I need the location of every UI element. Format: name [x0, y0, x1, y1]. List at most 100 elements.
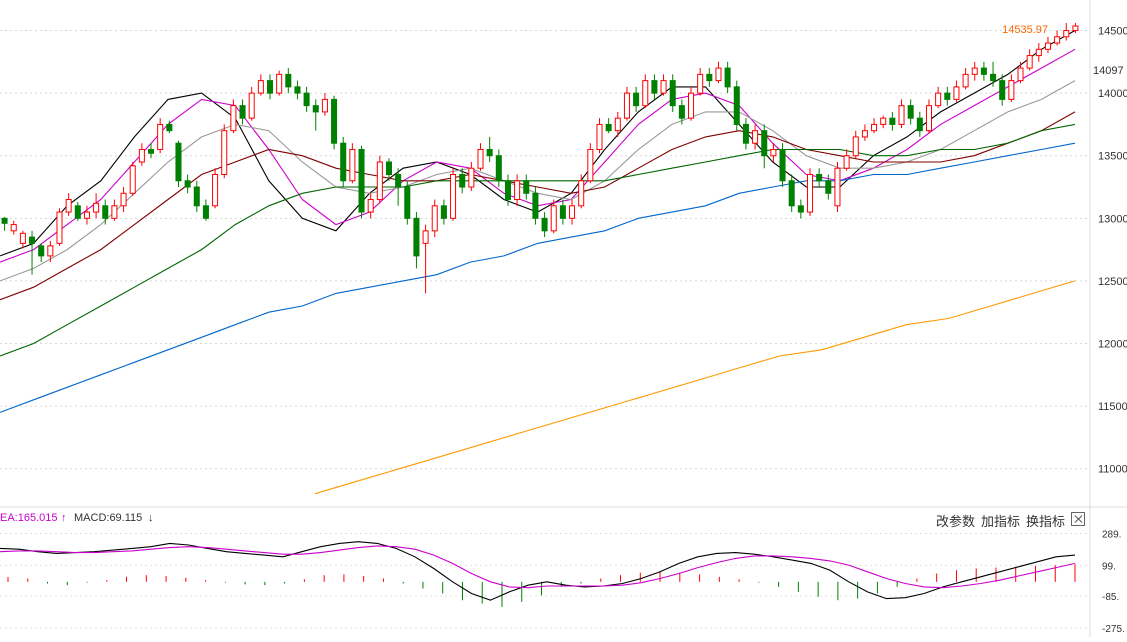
candle-body: [962, 73, 969, 88]
dea-line: [0, 545, 1076, 589]
candle-body: [212, 174, 219, 207]
candle-body: [605, 123, 612, 132]
candle-body: [1063, 30, 1070, 38]
candle-body: [944, 92, 951, 100]
price-axis-labels: 14500 14000 13500 13000 12500 12000 11500 11000: [1098, 26, 1127, 476]
candle-body: [532, 192, 539, 219]
candle-body: [83, 211, 90, 219]
candle-body: [10, 224, 17, 232]
candle-body: [29, 236, 36, 244]
candle-body: [285, 73, 292, 88]
macd-value-label: MACD:69.115: [74, 512, 143, 524]
candle-body: [990, 73, 997, 82]
candle-body: [623, 92, 630, 119]
candle-body: [239, 105, 246, 119]
candle-body: [779, 148, 786, 182]
add-indicator-button[interactable]: 加指标: [981, 514, 1021, 529]
candle-body: [1054, 36, 1061, 44]
candle-body: [935, 92, 942, 107]
candle-body: [340, 142, 347, 182]
candle-body: [999, 80, 1006, 100]
candle-body: [925, 105, 933, 132]
price-tick-label: 14000: [1098, 88, 1127, 100]
candle-body: [367, 199, 374, 213]
candle-body: [93, 202, 100, 213]
ma-line: [314, 280, 1076, 495]
candle-body: [321, 98, 328, 113]
candle-body: [569, 205, 576, 219]
moving-average-lines: [0, 30, 1076, 495]
price-tick-label: 12500: [1098, 276, 1127, 288]
candle-body: [834, 167, 841, 207]
candle-body: [642, 80, 649, 107]
candle-body: [65, 199, 72, 213]
candle-body: [669, 80, 676, 107]
candle-body: [788, 180, 795, 207]
candle-body: [294, 86, 301, 94]
candle-body: [38, 245, 45, 257]
candle-body: [971, 67, 978, 75]
candle-body: [395, 174, 402, 188]
candle-body: [752, 130, 759, 144]
candle-body: [440, 205, 447, 219]
dif-line: [0, 541, 1076, 601]
arrow-up-icon: ↑: [61, 512, 67, 524]
candle-body: [486, 148, 493, 157]
candle-body: [953, 86, 960, 100]
candle-body: [468, 167, 475, 188]
candle-body: [385, 161, 392, 176]
candle-body: [138, 148, 145, 163]
candle-body: [276, 73, 283, 94]
candle-body: [678, 105, 685, 119]
macd-tick-label: 289.: [1102, 530, 1121, 541]
macd-lines: [0, 541, 1076, 601]
dea-value-label: EA:165.015: [0, 512, 58, 524]
candle-body: [450, 174, 457, 219]
candle-body: [514, 180, 521, 201]
candle-body: [761, 130, 768, 157]
candle-body: [843, 155, 850, 169]
macd-tick-label: 99.: [1102, 561, 1116, 572]
candle-body: [852, 136, 859, 157]
candle-body: [175, 142, 182, 182]
candle-body: [578, 180, 585, 207]
candle-body: [56, 211, 63, 244]
candle-body: [349, 148, 356, 182]
candle-body: [422, 230, 429, 244]
candle-body: [706, 73, 713, 82]
candle-body: [1072, 25, 1079, 32]
candle-body: [907, 105, 914, 119]
candle-body: [166, 123, 173, 132]
candle-body: [825, 180, 832, 194]
candle-body: [633, 92, 640, 107]
candle-body: [916, 117, 923, 132]
candle-body: [651, 80, 658, 94]
candle-body: [431, 205, 438, 232]
candle-body: [504, 180, 511, 201]
candle-body: [660, 80, 667, 94]
close-icon[interactable]: [1071, 512, 1085, 526]
macd-tick-label: -275.: [1102, 624, 1125, 635]
price-tick-label: 12000: [1098, 339, 1127, 351]
candle-body: [413, 217, 420, 257]
candle-body: [331, 98, 338, 144]
price-tick-label: 11000: [1098, 464, 1127, 476]
candle-body: [221, 130, 228, 176]
candle-body: [74, 205, 81, 219]
price-tick-label: 13000: [1098, 213, 1127, 225]
candle-body: [733, 86, 740, 125]
candle-body: [688, 92, 695, 119]
candle-body: [376, 161, 383, 201]
candle-body: [1, 217, 8, 224]
candle-body: [157, 123, 164, 150]
switch-indicator-button[interactable]: 换指标: [1026, 514, 1066, 529]
change-params-button[interactable]: 改参数: [936, 514, 976, 529]
candle-body: [184, 180, 191, 188]
ma-line: [0, 142, 1076, 413]
macd-tick-label: -85.: [1102, 592, 1119, 603]
ma-line: [0, 123, 1076, 357]
candle-body: [697, 73, 704, 94]
candle-body: [742, 123, 749, 144]
